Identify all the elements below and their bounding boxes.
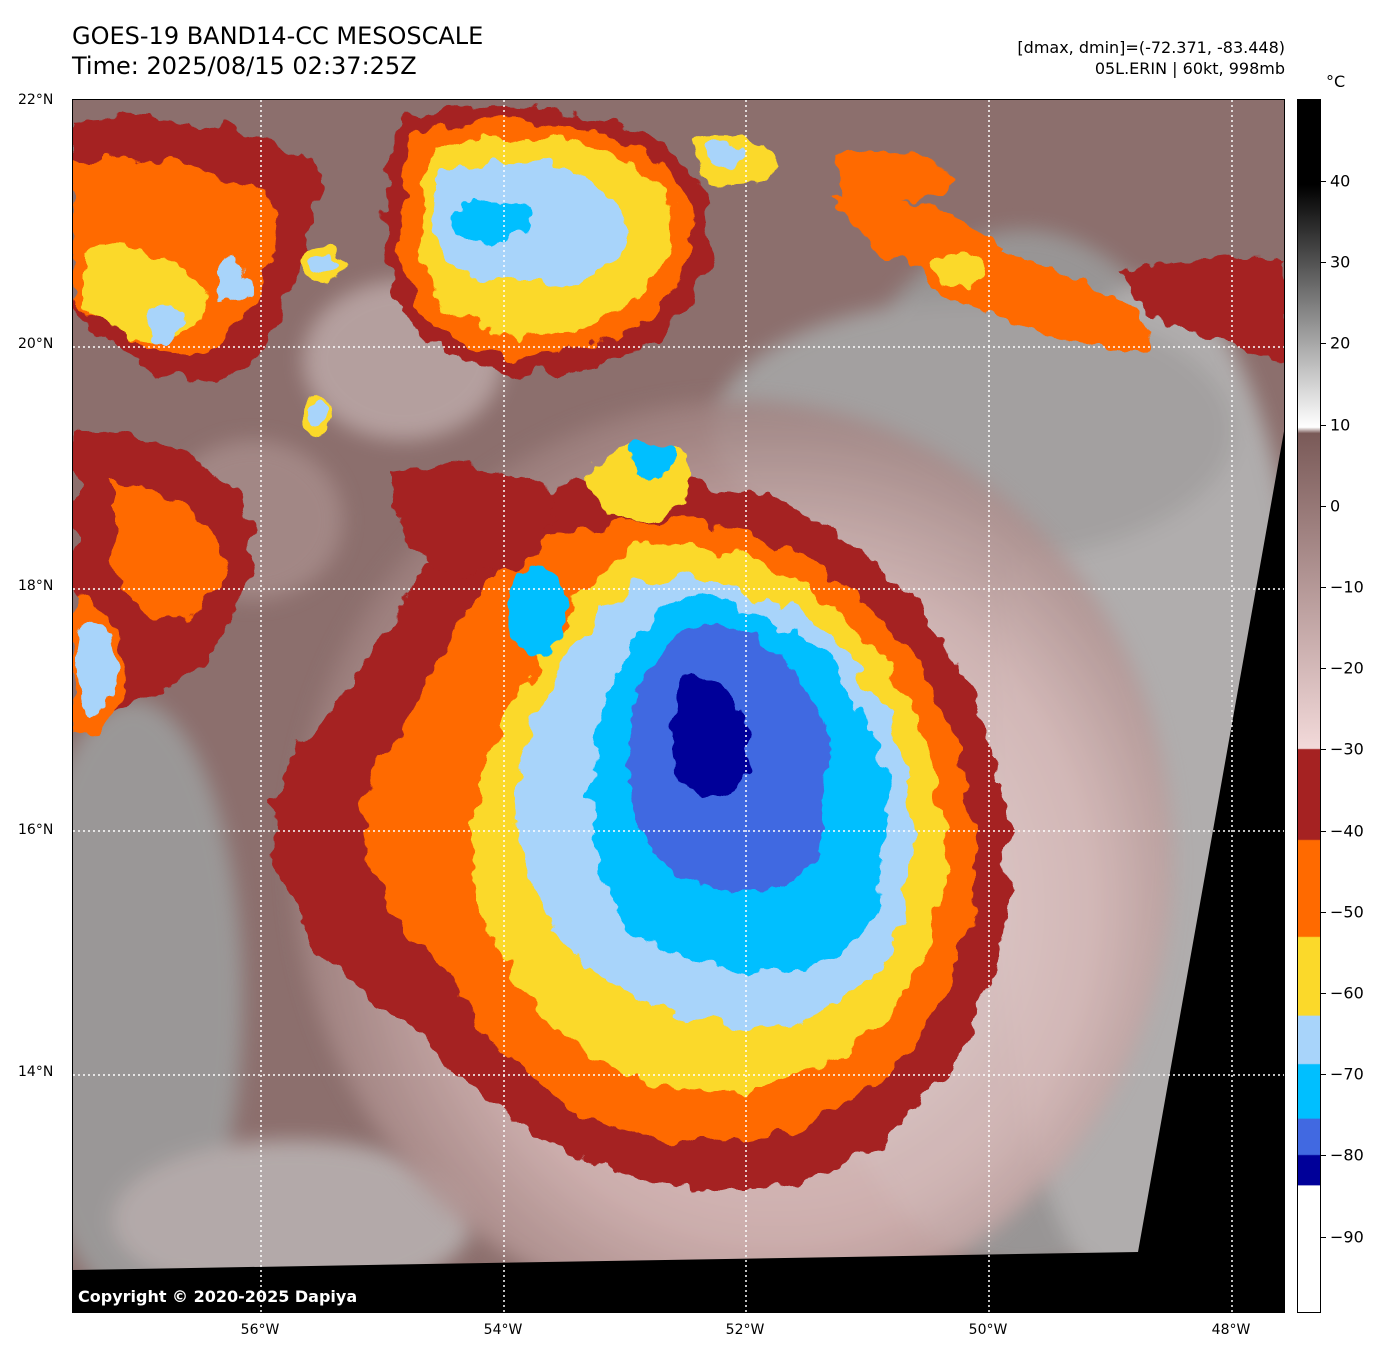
colorbar-tick-mark	[1321, 830, 1326, 832]
colorbar-tick-mark	[1321, 1074, 1326, 1076]
colorbar-tick-label: −50	[1330, 902, 1364, 922]
colorbar-tick-mark	[1321, 262, 1326, 264]
colorbar-tick-label: −10	[1330, 577, 1364, 597]
colorbar-tick-label: 0	[1330, 496, 1341, 516]
colorbar-tick-mark	[1321, 911, 1326, 913]
colorbar-tick-mark	[1321, 668, 1326, 670]
lat-label-14n: 14°N	[18, 1064, 54, 1080]
colorbar-tick-mark	[1321, 424, 1326, 426]
colorbar-tick-label: −60	[1330, 983, 1364, 1003]
colorbar-tick-label: −80	[1330, 1145, 1364, 1165]
copyright-text: Copyright © 2020-2025 Dapiya	[78, 1287, 358, 1306]
lat-label-20n: 20°N	[18, 336, 54, 352]
satellite-image	[72, 99, 1285, 1313]
temperature-colorbar	[1297, 99, 1321, 1313]
storm-info-text: 05L.ERIN | 60kt, 998mb	[1094, 59, 1285, 78]
colorbar-tick-mark	[1321, 1155, 1326, 1157]
lat-label-18n: 18°N	[18, 578, 54, 594]
colorbar-tick-mark	[1321, 587, 1326, 588]
colorbar-tick-label: −70	[1330, 1064, 1364, 1084]
colorbar-tick-mark	[1321, 749, 1326, 751]
lon-label-52w: 52°W	[725, 1322, 765, 1338]
colorbar-tick-mark	[1321, 505, 1326, 507]
title-line-1: GOES-19 BAND14-CC MESOSCALE	[72, 22, 484, 50]
colorbar-tick-mark	[1321, 1236, 1326, 1238]
lon-label-54w: 54°W	[483, 1322, 523, 1338]
colorbar-tick-label: −20	[1330, 658, 1364, 678]
colorbar-tick-label: 30	[1330, 252, 1351, 272]
lat-label-16n: 16°N	[18, 822, 54, 838]
colorbar-unit: °C	[1326, 72, 1346, 91]
colorbar-tick-label: 20	[1330, 333, 1351, 353]
title-line-2: Time: 2025/08/15 02:37:25Z	[72, 52, 417, 80]
lon-label-56w: 56°W	[240, 1322, 280, 1338]
colorbar-tick-mark	[1321, 181, 1326, 182]
lon-label-48w: 48°W	[1211, 1322, 1251, 1338]
satellite-ir-canvas	[73, 100, 1284, 1312]
colorbar-tick-label: −40	[1330, 821, 1364, 841]
colorbar-tick-label: −30	[1330, 739, 1364, 759]
dmax-dmin-text: [dmax, dmin]=(-72.371, -83.448)	[1017, 38, 1285, 57]
colorbar-tick-label: 10	[1330, 415, 1351, 435]
colorbar-tick-mark	[1321, 343, 1326, 345]
lon-label-50w: 50°W	[968, 1322, 1008, 1338]
colorbar-tick-mark	[1321, 993, 1326, 994]
colorbar-tick-label: 40	[1330, 171, 1351, 191]
colorbar-tick-label: −90	[1330, 1227, 1364, 1247]
lat-label-22n: 22°N	[18, 92, 54, 108]
